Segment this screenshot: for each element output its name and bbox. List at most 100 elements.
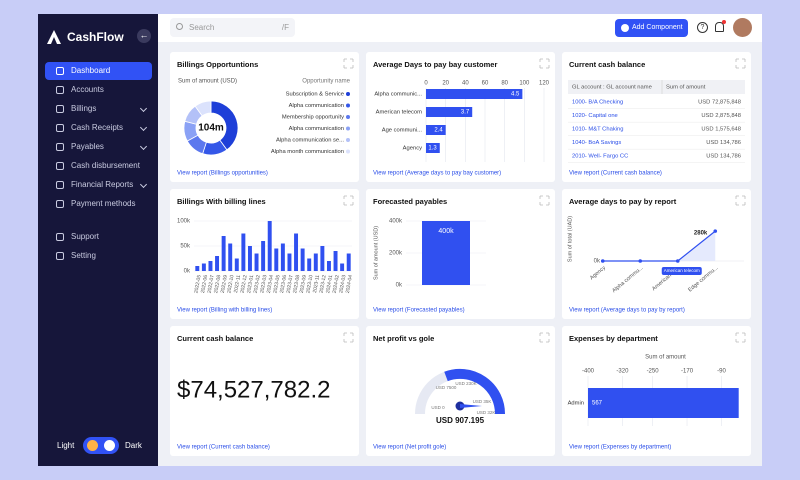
view-report-link[interactable]: View report (Current cash balance) [569, 171, 662, 177]
menu-item[interactable]: Dashboard [45, 62, 152, 80]
view-report-link[interactable]: View report (Billings opportunities) [177, 171, 268, 177]
x-tick-label: 2024-04 [345, 274, 354, 293]
view-report-link[interactable]: View report (Net profit gole) [373, 445, 446, 451]
expand-icon[interactable] [343, 58, 354, 69]
y-tick-label: 0k [396, 283, 403, 289]
needle [460, 404, 482, 408]
area [602, 231, 716, 261]
menu-label: Billings [71, 104, 97, 113]
legend-dot [346, 138, 350, 142]
theme-toggle[interactable] [83, 437, 119, 454]
x-tick-label: 2022-10 [226, 274, 235, 293]
column-header: GL account : GL account name [572, 85, 652, 91]
bar [313, 253, 318, 271]
logo [47, 30, 61, 44]
menu-item[interactable]: Setting [45, 247, 152, 265]
card-svg: Expenses by department View report (Expen… [568, 332, 746, 451]
expand-icon[interactable] [539, 58, 550, 69]
x-tick-label: 100 [519, 81, 530, 87]
menu-icon [56, 86, 64, 94]
view-report-link[interactable]: View report (Forecasted payables) [373, 308, 465, 314]
bar [274, 248, 279, 271]
bar [287, 253, 292, 271]
expand-icon[interactable] [735, 195, 746, 206]
search-box[interactable]: Search /F [170, 18, 295, 37]
menu-item[interactable]: Cash disbursement [45, 157, 152, 175]
menu-item[interactable]: Cash Receipts [45, 119, 152, 137]
help-icon[interactable]: ? [697, 22, 708, 33]
view-report-link[interactable]: View report (Expenses by department) [569, 445, 671, 451]
menu-label: Accounts [71, 85, 104, 94]
y-tick-label: 200k [389, 251, 403, 257]
table-cell: USD 1,575,648 [701, 127, 741, 133]
bar [320, 246, 325, 271]
column-header: Sum of amount [666, 85, 706, 91]
menu-item[interactable]: Payables [45, 138, 152, 156]
view-report-link[interactable]: View report (Average days to pay bay cus… [373, 171, 501, 177]
menu-item[interactable]: Support [45, 228, 152, 246]
bar [426, 89, 523, 99]
expand-icon[interactable] [343, 195, 354, 206]
menu-label: Cash disbursement [71, 161, 140, 170]
x-tick-label: 2023-12 [319, 274, 328, 293]
bar [426, 125, 446, 135]
view-report-link[interactable]: View report (Billing with billing lines) [177, 308, 272, 314]
card-svg: Current cash balance View report (Current… [177, 332, 354, 451]
menu-item[interactable]: Accounts [45, 81, 152, 99]
menu-icon [56, 143, 64, 151]
bar [234, 258, 239, 271]
menu-label: Dashboard [71, 66, 111, 75]
card: Billings With billing lines View report (… [170, 189, 359, 319]
view-report-link[interactable]: View report (Average days to pay by repo… [569, 308, 685, 314]
chevron [139, 104, 148, 113]
bar [426, 143, 440, 153]
bar [208, 261, 213, 271]
card: Average Days to pay bay customer View rep… [366, 52, 555, 182]
card-svg: Billings With billing lines View report (… [177, 195, 354, 314]
card-title: Current cash balance [177, 334, 253, 343]
donut-slice [194, 100, 212, 117]
collapse-button[interactable]: ← [137, 29, 151, 43]
menu-item[interactable]: Payment methods [45, 195, 152, 213]
bar [294, 233, 299, 271]
card-svg: Average days to pay by report View report… [567, 195, 746, 314]
menu-label: Cash Receipts [71, 123, 124, 132]
x-tick-label: 120 [539, 81, 550, 87]
avatar[interactable] [733, 18, 752, 37]
card-title: Billings Opportuntions [177, 60, 258, 69]
toggle-knob [104, 440, 115, 451]
table-cell: 1000- B/A Checking [572, 100, 623, 106]
legend-label: Subscription & Service [286, 92, 344, 98]
x-tick-label: 2023-07 [286, 274, 295, 293]
x-tick-label: 2024-02 [332, 274, 341, 293]
menu-label: Support [71, 232, 100, 241]
bell-icon[interactable] [715, 20, 726, 32]
tooltip-box [661, 267, 702, 275]
x-tick-label: 0 [424, 81, 428, 87]
card: Expenses by department View report (Expen… [562, 326, 751, 456]
x-tick-label: 2023-08 [292, 274, 301, 293]
center-label: 104m [198, 123, 224, 134]
menu-icon [56, 252, 64, 260]
scale-label: USD 230K [455, 381, 476, 386]
card: Average days to pay by report View report… [562, 189, 751, 319]
expand-icon[interactable] [539, 332, 550, 343]
x-tick-label: 2023-05 [272, 274, 281, 293]
big-number: $74,527,782.2 [177, 376, 330, 403]
expand-icon[interactable] [539, 195, 550, 206]
table-cell: 1040- BoA Savings [572, 140, 621, 146]
brand: CashFlow [67, 30, 124, 44]
expand-icon[interactable] [343, 332, 354, 343]
bar-label: 1.3 [428, 146, 437, 152]
view-report-link[interactable]: View report (Current cash balance) [177, 445, 270, 451]
expand-icon[interactable] [735, 58, 746, 69]
chevron [139, 123, 148, 132]
card-svg: Current cash balance View report (Current… [568, 58, 746, 177]
bar [422, 221, 470, 285]
menu-item[interactable]: Financial Reports [45, 176, 152, 194]
menu-item[interactable]: Billings [45, 100, 152, 118]
add-component-button[interactable]: Add Component [615, 19, 688, 37]
menu-icon [56, 105, 64, 113]
bar [247, 246, 252, 271]
expand-icon[interactable] [735, 332, 746, 343]
